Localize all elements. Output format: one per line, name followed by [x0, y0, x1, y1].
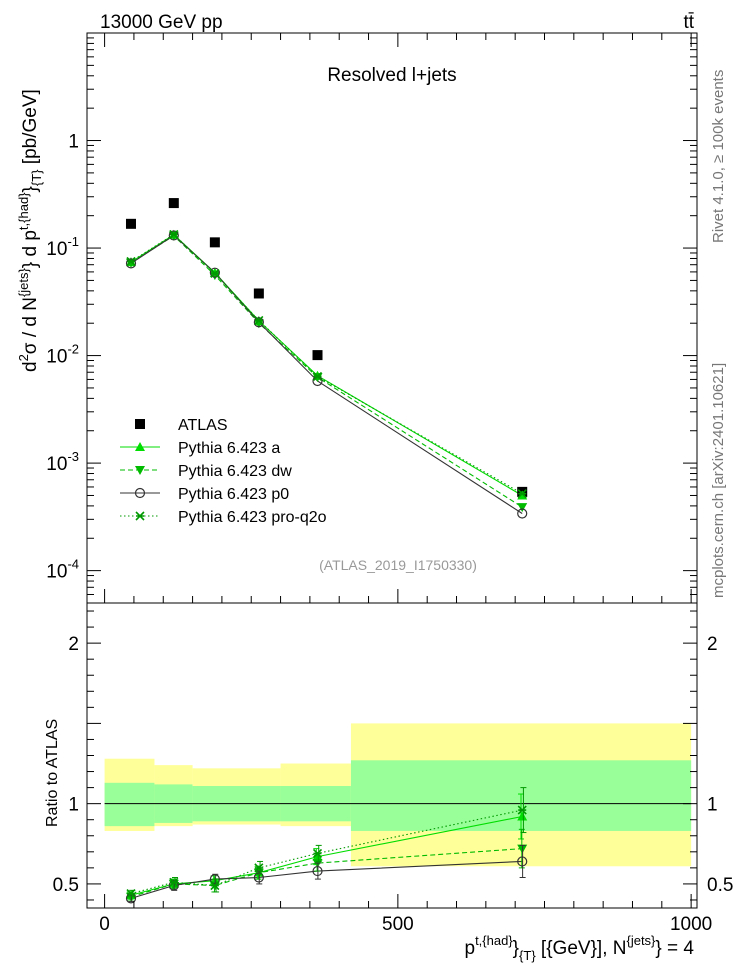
y-tick-label: 10-3 — [46, 449, 79, 475]
y-tick-label: 10-4 — [46, 557, 79, 583]
ratio-y-tick-label-right: 1 — [707, 795, 718, 816]
legend-item-2: Pythia 6.423 dw — [120, 463, 292, 480]
data-point-3-2 — [209, 267, 220, 278]
data-point-4-5 — [517, 489, 527, 499]
ratio-y-tick-label-right: 2 — [707, 634, 718, 655]
data-point-2-3 — [253, 319, 264, 329]
ratio-point-3-4 — [312, 848, 323, 858]
analysis-id: (ATLAS_2019_I1750330) — [319, 557, 477, 573]
x-tick-label: 500 — [382, 914, 414, 935]
ratio-y-tick-label-left: 0.5 — [53, 875, 79, 896]
legend: ATLAS Pythia 6.423 a Pythia 6.423 dw Pythia… — [120, 417, 327, 526]
legend-label: Pythia 6.423 pro-q2o — [178, 509, 327, 526]
main-series-lines — [130, 233, 523, 514]
rivet-label: Rivet 4.1.0, ≥ 100k events — [710, 70, 727, 243]
data-point-4-1 — [169, 229, 179, 239]
data-point-3-3 — [253, 317, 264, 328]
data-point-0-1 — [168, 198, 179, 209]
plot-title: Resolved l+jets — [327, 65, 456, 86]
data-point-3-1 — [168, 230, 179, 241]
ratio-point-3-3 — [254, 863, 264, 873]
ratio-point-3-1 — [169, 877, 179, 887]
ratio-point-2-2 — [209, 874, 220, 885]
ratio-series-lines — [130, 809, 523, 899]
legend-label: Pythia 6.423 p0 — [178, 486, 289, 503]
legend-label: ATLAS — [178, 417, 228, 434]
data-point-2-4 — [312, 373, 323, 383]
data-point-4-3 — [254, 315, 264, 326]
x-tick-label: 0 — [99, 914, 110, 935]
data-point-4-0 — [126, 256, 136, 267]
data-point-0-0 — [125, 218, 136, 229]
data-point-4-4 — [312, 371, 323, 381]
series-line-4 — [130, 233, 523, 495]
data-point-0-2 — [209, 237, 220, 248]
ratio-series-markers — [125, 787, 528, 904]
legend-item-3: Pythia 6.423 p0 — [120, 486, 289, 503]
main-y-axis-label: d2σ / d N{jets}} d pt,{had}}{T} [pb/GeV] — [16, 89, 44, 372]
data-point-4-2 — [210, 268, 220, 279]
ratio-point-2-4 — [312, 865, 323, 877]
ratio-point-0-5 — [517, 811, 528, 821]
legend-item-0: ATLAS — [135, 417, 228, 434]
ratio-point-2-3 — [253, 872, 264, 883]
series-line-3 — [130, 234, 523, 514]
legend-label: Pythia 6.423 dw — [178, 463, 292, 480]
y-tick-label: 10-2 — [46, 342, 79, 368]
energy-label: 13000 GeV pp — [100, 12, 223, 33]
data-point-3-0 — [125, 258, 137, 269]
ratio-y-tick-label-left: 2 — [68, 634, 79, 655]
process-label: tt̄ — [683, 12, 694, 33]
x-axis-label: pt,{had}}{T} [{GeV}], N{jets}} = 4 — [464, 933, 694, 963]
ratio-point-3-2 — [210, 880, 220, 891]
legend-item-1: Pythia 6.423 a — [120, 440, 280, 457]
ratio-point-3-0 — [126, 888, 136, 899]
ratio-axes: 0.5 0.5 1 1 2 2 0 500 1000 — [53, 602, 733, 935]
legend-label: Pythia 6.423 a — [178, 440, 280, 457]
data-point-2-5 — [517, 503, 528, 513]
data-point-0-4 — [312, 350, 323, 361]
ratio-y-tick-label-right: 0.5 — [707, 875, 733, 896]
legend-marker — [135, 511, 145, 521]
ratio-line-1 — [130, 848, 523, 898]
ratio-y-tick-label-left: 1 — [68, 795, 79, 816]
ratio-point-2-1 — [168, 880, 179, 891]
main-series-markers — [125, 198, 528, 519]
y-tick-label: 1 — [68, 132, 79, 153]
mcplots-label: mcplots.cern.ch [arXiv:2401.10621] — [710, 363, 727, 598]
ratio-line-2 — [130, 860, 523, 899]
legend-marker — [135, 419, 145, 429]
legend-marker — [135, 442, 145, 451]
ratio-point-2-5 — [517, 856, 528, 867]
ratio-uncertainty-bands — [104, 723, 692, 867]
x-tick-label: 1000 — [670, 914, 712, 935]
main-axes: 10-4 10-3 10-2 10-1 1 — [46, 32, 698, 604]
ratio-point-3-5 — [517, 805, 527, 815]
legend-marker — [134, 487, 146, 499]
legend-marker — [135, 466, 145, 475]
y-tick-label: 10-1 — [46, 234, 79, 260]
data-point-0-3 — [253, 288, 264, 299]
legend-item-4: Pythia 6.423 pro-q2o — [120, 509, 327, 526]
ratio-y-axis-label: Ratio to ATLAS — [44, 719, 61, 827]
inner-band-bin-0 — [104, 782, 155, 827]
ratio-line-3 — [130, 809, 523, 895]
data-point-3-5 — [517, 508, 528, 519]
